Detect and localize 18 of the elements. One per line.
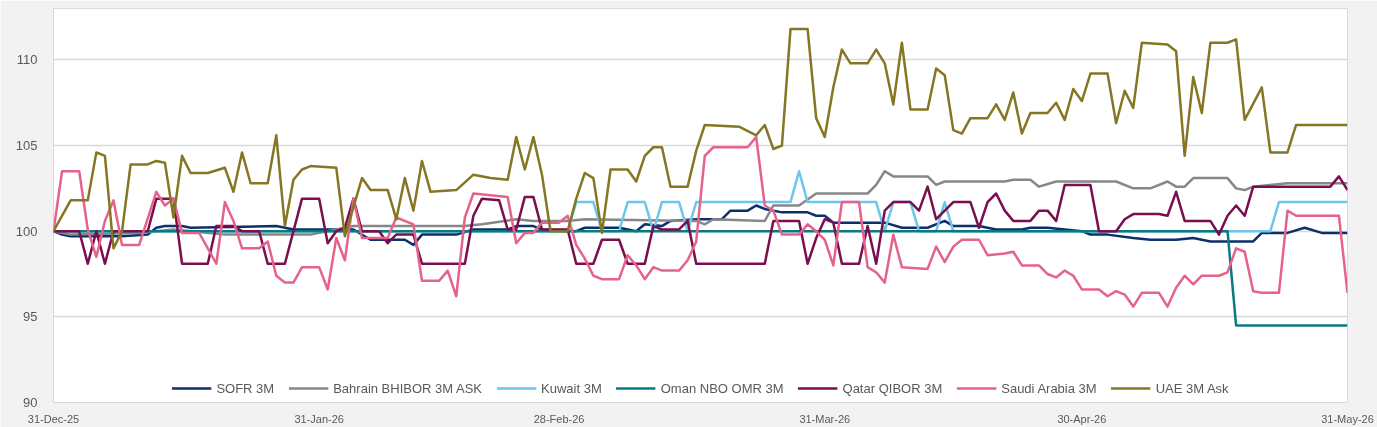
legend-label: Oman NBO OMR 3M (660, 380, 784, 396)
y-tick-label: 95 (23, 309, 38, 325)
legend-label: Kuwait 3M (541, 380, 602, 396)
x-tick-label: 31-Jan-26 (294, 412, 344, 425)
x-tick-label: 31-Mar-26 (799, 412, 851, 425)
x-tick-label: 28-Feb-26 (533, 412, 585, 425)
x-tick-label: 31-Dec-25 (27, 412, 80, 425)
legend-label: Bahrain BHIBOR 3M ASK (333, 380, 483, 396)
y-tick-label: 110 (16, 52, 38, 68)
y-tick-label: 105 (15, 138, 38, 154)
y-tick-label: 90 (23, 395, 38, 410)
legend-label: SOFR 3M (216, 380, 275, 396)
x-tick-label: 30-Apr-26 (1057, 412, 1107, 425)
legend-label: UAE 3M Ask (1155, 380, 1229, 396)
x-tick-label: 31-May-26 (1321, 412, 1374, 425)
legend-label: Qatar QIBOR 3M (842, 380, 943, 396)
y-tick-label: 100 (15, 223, 38, 239)
legend-label: Saudi Arabia 3M (1001, 380, 1097, 396)
